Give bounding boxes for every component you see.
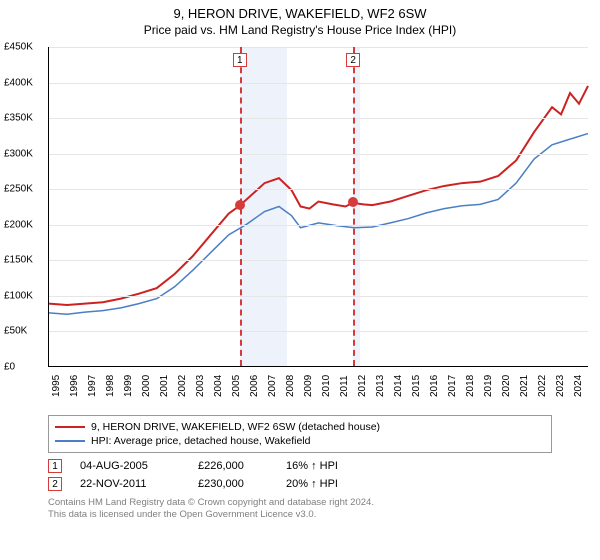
transaction-date: 04-AUG-2005 [80, 460, 180, 472]
legend-label: HPI: Average price, detached house, Wake… [91, 435, 310, 447]
reference-marker-box: 2 [346, 53, 360, 67]
x-axis-label: 2006 [249, 375, 261, 397]
footer-line: Contains HM Land Registry data © Crown c… [48, 497, 552, 509]
chart-area: 12 £0£50K£100K£150K£200K£250K£300K£350K£… [0, 41, 600, 411]
x-axis-label: 2021 [519, 375, 531, 397]
x-axis-label: 2010 [321, 375, 333, 397]
x-axis-label: 2019 [483, 375, 495, 397]
legend: 9, HERON DRIVE, WAKEFIELD, WF2 6SW (deta… [48, 415, 552, 453]
legend-label: 9, HERON DRIVE, WAKEFIELD, WF2 6SW (deta… [91, 421, 380, 433]
footer-line: This data is licensed under the Open Gov… [48, 509, 552, 521]
plot-area: 12 [48, 47, 588, 367]
x-axis-label: 2023 [555, 375, 567, 397]
reference-marker-box: 1 [233, 53, 247, 67]
x-axis-label: 2007 [267, 375, 279, 397]
y-axis-label: £350K [4, 113, 33, 124]
x-axis-label: 1995 [51, 375, 63, 397]
transaction-delta: 20% ↑ HPI [286, 478, 338, 490]
transaction-date: 22-NOV-2011 [80, 478, 180, 490]
x-axis-label: 2014 [393, 375, 405, 397]
x-axis-label: 1997 [87, 375, 99, 397]
x-axis-label: 2018 [465, 375, 477, 397]
y-axis-label: £450K [4, 42, 33, 53]
y-axis-label: £150K [4, 255, 33, 266]
y-axis-label: £400K [4, 77, 33, 88]
series-svg [49, 47, 588, 366]
x-axis-label: 2002 [177, 375, 189, 397]
legend-item: 9, HERON DRIVE, WAKEFIELD, WF2 6SW (deta… [55, 420, 545, 434]
x-axis-label: 2016 [429, 375, 441, 397]
legend-swatch [55, 426, 85, 428]
transaction-number: 1 [48, 459, 62, 473]
transaction-row: 2 22-NOV-2011 £230,000 20% ↑ HPI [48, 475, 552, 493]
x-axis-label: 2013 [375, 375, 387, 397]
x-axis-label: 1998 [105, 375, 117, 397]
x-axis-label: 1999 [123, 375, 135, 397]
x-axis-label: 2012 [357, 375, 369, 397]
y-axis-label: £0 [4, 362, 15, 373]
chart-subtitle: Price paid vs. HM Land Registry's House … [0, 21, 600, 41]
x-axis-label: 2020 [501, 375, 513, 397]
x-axis-label: 1996 [69, 375, 81, 397]
transaction-table: 1 04-AUG-2005 £226,000 16% ↑ HPI 2 22-NOV-201… [48, 457, 552, 493]
y-axis-label: £100K [4, 290, 33, 301]
x-axis-label: 2009 [303, 375, 315, 397]
y-axis-label: £50K [4, 326, 27, 337]
x-axis-label: 2000 [141, 375, 153, 397]
legend-item: HPI: Average price, detached house, Wake… [55, 434, 545, 448]
y-axis-label: £200K [4, 219, 33, 230]
x-axis-label: 2004 [213, 375, 225, 397]
x-axis-label: 2011 [339, 375, 351, 397]
x-axis-label: 2001 [159, 375, 171, 397]
y-axis-label: £300K [4, 148, 33, 159]
x-axis-label: 2024 [573, 375, 585, 397]
transaction-number: 2 [48, 477, 62, 491]
transaction-price: £226,000 [198, 460, 268, 472]
transaction-price: £230,000 [198, 478, 268, 490]
sale-marker [348, 197, 358, 207]
footer-attribution: Contains HM Land Registry data © Crown c… [48, 497, 552, 522]
y-axis-label: £250K [4, 184, 33, 195]
x-axis-label: 2005 [231, 375, 243, 397]
x-axis-label: 2022 [537, 375, 549, 397]
chart-title: 9, HERON DRIVE, WAKEFIELD, WF2 6SW [0, 0, 600, 21]
x-axis-label: 2015 [411, 375, 423, 397]
legend-swatch [55, 440, 85, 442]
x-axis-label: 2003 [195, 375, 207, 397]
sale-marker [235, 200, 245, 210]
transaction-delta: 16% ↑ HPI [286, 460, 338, 472]
transaction-row: 1 04-AUG-2005 £226,000 16% ↑ HPI [48, 457, 552, 475]
x-axis-label: 2008 [285, 375, 297, 397]
x-axis-label: 2017 [447, 375, 459, 397]
